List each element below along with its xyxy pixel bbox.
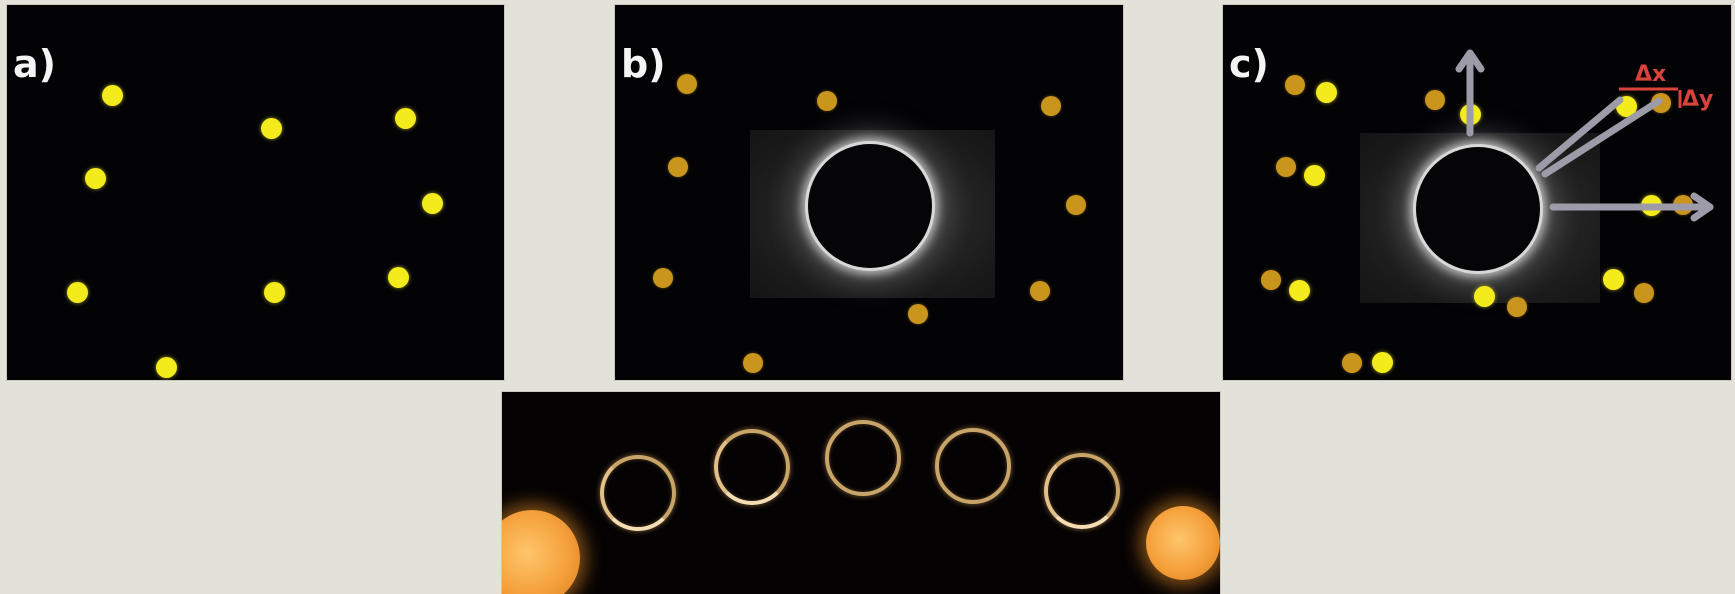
star [743,353,763,373]
star [908,304,928,324]
star [264,282,285,303]
star [395,108,416,129]
star-true-position [1261,270,1281,290]
star-apparent-position [1603,269,1624,290]
star [817,91,837,111]
arrow-diagonal-a [1535,96,1624,172]
panel-c-deflection-field: c) Δx Δy [1223,5,1731,380]
eclipsed-sun [1416,147,1540,271]
eclipse-ring [714,429,790,505]
star-true-position [1634,283,1654,303]
star-true-position [1507,297,1527,317]
star [668,157,688,177]
eclipsed-sun [808,144,932,268]
eclipse-ring [1044,453,1120,529]
eclipse-ring [600,455,676,531]
eclipse-sequence-photo [502,392,1220,594]
star [67,282,88,303]
star-true-position [1342,353,1362,373]
star [261,118,282,139]
partial-sun-left [502,510,580,594]
star-apparent-position [1372,352,1393,373]
star-true-position [1425,90,1445,110]
star-apparent-position [1474,286,1495,307]
star [677,74,697,94]
panel-a-label: a) [13,42,57,86]
panel-b-eclipse-field: b) [615,5,1123,380]
star [102,85,123,106]
star [1030,281,1050,301]
arrow-right-head [1690,192,1714,222]
star-apparent-position [1304,165,1325,186]
star-true-position [1285,75,1305,95]
arrow-up-head [1455,49,1485,73]
star [1041,96,1061,116]
panel-b-label: b) [621,42,666,86]
star [422,193,443,214]
star [156,357,177,378]
eclipse-ring [935,428,1011,504]
deflection-arrows: Δx Δy [1455,49,1714,222]
delta-x-label: Δx [1635,62,1666,87]
star-true-position [1276,157,1296,177]
star [388,267,409,288]
panel-c-label: c) [1229,42,1269,86]
star [653,268,673,288]
star [85,168,106,189]
panel-a-star-field: a) [7,5,504,380]
star-apparent-position [1316,82,1337,103]
arrow-diagonal-b [1541,97,1663,178]
delta-y-label: Δy [1682,87,1713,112]
eclipse-ring [825,420,901,496]
star-apparent-position [1289,280,1310,301]
partial-sun-right [1146,506,1220,580]
star [1066,195,1086,215]
